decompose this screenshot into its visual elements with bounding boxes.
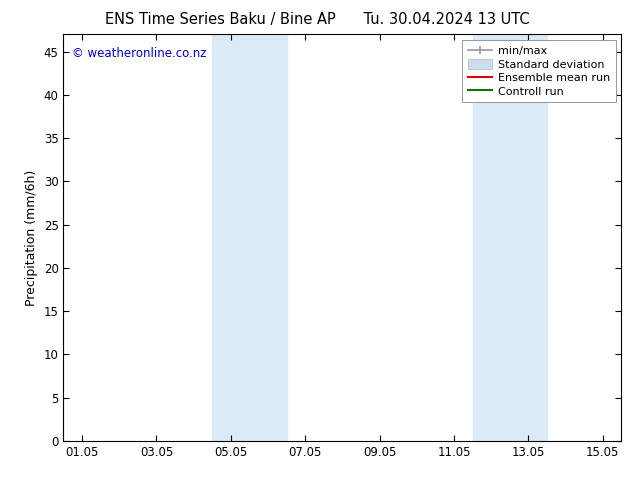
Text: © weatheronline.co.nz: © weatheronline.co.nz <box>72 47 206 59</box>
Text: ENS Time Series Baku / Bine AP      Tu. 30.04.2024 13 UTC: ENS Time Series Baku / Bine AP Tu. 30.04… <box>105 12 529 27</box>
Y-axis label: Precipitation (mm/6h): Precipitation (mm/6h) <box>25 170 38 306</box>
Legend: min/max, Standard deviation, Ensemble mean run, Controll run: min/max, Standard deviation, Ensemble me… <box>462 40 616 102</box>
Bar <box>472 34 547 441</box>
Bar <box>212 34 287 441</box>
